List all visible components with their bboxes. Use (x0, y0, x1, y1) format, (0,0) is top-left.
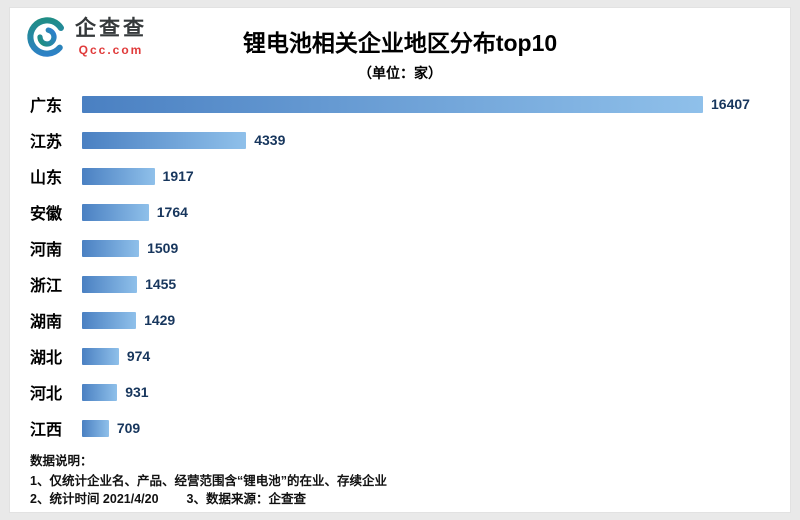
bar (82, 419, 109, 437)
bar-track: 1509 (82, 239, 772, 257)
category-label: 河北 (30, 386, 63, 403)
category-label: 广东 (30, 98, 63, 115)
bar-track: 1764 (82, 203, 772, 221)
chart-card: 企查查 Qcc.com 锂电池相关企业地区分布top10 （单位：家） 广东 16… (9, 7, 791, 513)
chart-row: 湖南 1429 (30, 302, 772, 338)
value-label: 1764 (156, 204, 188, 220)
bar-track: 1917 (82, 167, 772, 185)
bar-chart: 广东 16407 江苏 4339 山东 1917 安徽 1764 河南 1509 浙江 1455 湖南 1… (10, 78, 790, 446)
chart-row: 江西 709 (30, 410, 772, 446)
bar-track: 974 (82, 347, 772, 365)
bar (82, 131, 247, 149)
category-label: 湖北 (30, 350, 63, 367)
bar-track: 709 (82, 419, 772, 437)
footer-line-1: 1、仅统计企业名、产品、经营范围含“锂电池”的在业、存续企业 (30, 474, 387, 488)
value-label: 1455 (145, 276, 177, 292)
chart-subtitle: （单位：家） (358, 65, 442, 81)
chart-title: 锂电池相关企业地区分布top10 (242, 30, 558, 56)
category-label: 湖南 (30, 314, 63, 331)
category-label: 江西 (30, 422, 63, 439)
chart-row: 河南 1509 (30, 230, 772, 266)
value-label: 974 (126, 348, 151, 364)
chart-row: 河北 931 (30, 374, 772, 410)
bar (82, 275, 138, 293)
bar (82, 383, 118, 401)
qcc-logo: 企查查 Qcc.com (26, 16, 147, 58)
bar-track: 931 (82, 383, 772, 401)
qcc-logo-text: 企查查 Qcc.com (75, 17, 147, 56)
bar (82, 347, 119, 365)
logo-name: 企查查 (75, 17, 147, 41)
footer-notes: 数据说明： 1、仅统计企业名、产品、经营范围含“锂电池”的在业、存续企业 2、统… (10, 446, 790, 512)
qcc-logo-icon (27, 17, 67, 57)
logo-domain: Qcc.com (78, 42, 144, 57)
value-label: 1917 (162, 168, 194, 184)
category-label: 河南 (30, 242, 63, 259)
footer-line-2: 2、统计时间 2021/4/20 3、数据来源：企查查 (30, 490, 772, 508)
category-label: 山东 (30, 170, 63, 187)
footer-data-source: 3、数据来源：企查查 (186, 492, 306, 507)
header: 企查查 Qcc.com 锂电池相关企业地区分布top10 （单位：家） (10, 8, 790, 81)
value-label: 1429 (144, 312, 176, 328)
category-label: 江苏 (30, 134, 63, 151)
bar (82, 203, 149, 221)
chart-row: 湖北 974 (30, 338, 772, 374)
chart-row: 安徽 1764 (30, 194, 772, 230)
category-label: 浙江 (30, 278, 63, 295)
bar (82, 95, 703, 113)
bar-track: 16407 (82, 95, 772, 113)
bar (82, 311, 137, 329)
chart-row: 广东 16407 (30, 86, 772, 122)
bar-track: 1429 (82, 311, 772, 329)
value-label: 16407 (711, 96, 750, 112)
footer-heading: 数据说明： (30, 454, 93, 468)
value-label: 1509 (147, 240, 179, 256)
bar-track: 1455 (82, 275, 772, 293)
bar (82, 239, 140, 257)
footer-stat-date: 2、统计时间 2021/4/20 (30, 492, 159, 507)
value-label: 931 (125, 384, 149, 400)
value-label: 4339 (254, 132, 286, 148)
bar (82, 167, 155, 185)
chart-row: 山东 1917 (30, 158, 772, 194)
chart-row: 浙江 1455 (30, 266, 772, 302)
bar-track: 4339 (82, 131, 772, 149)
value-label: 709 (116, 420, 141, 436)
category-label: 安徽 (30, 206, 63, 223)
chart-row: 江苏 4339 (30, 122, 772, 158)
